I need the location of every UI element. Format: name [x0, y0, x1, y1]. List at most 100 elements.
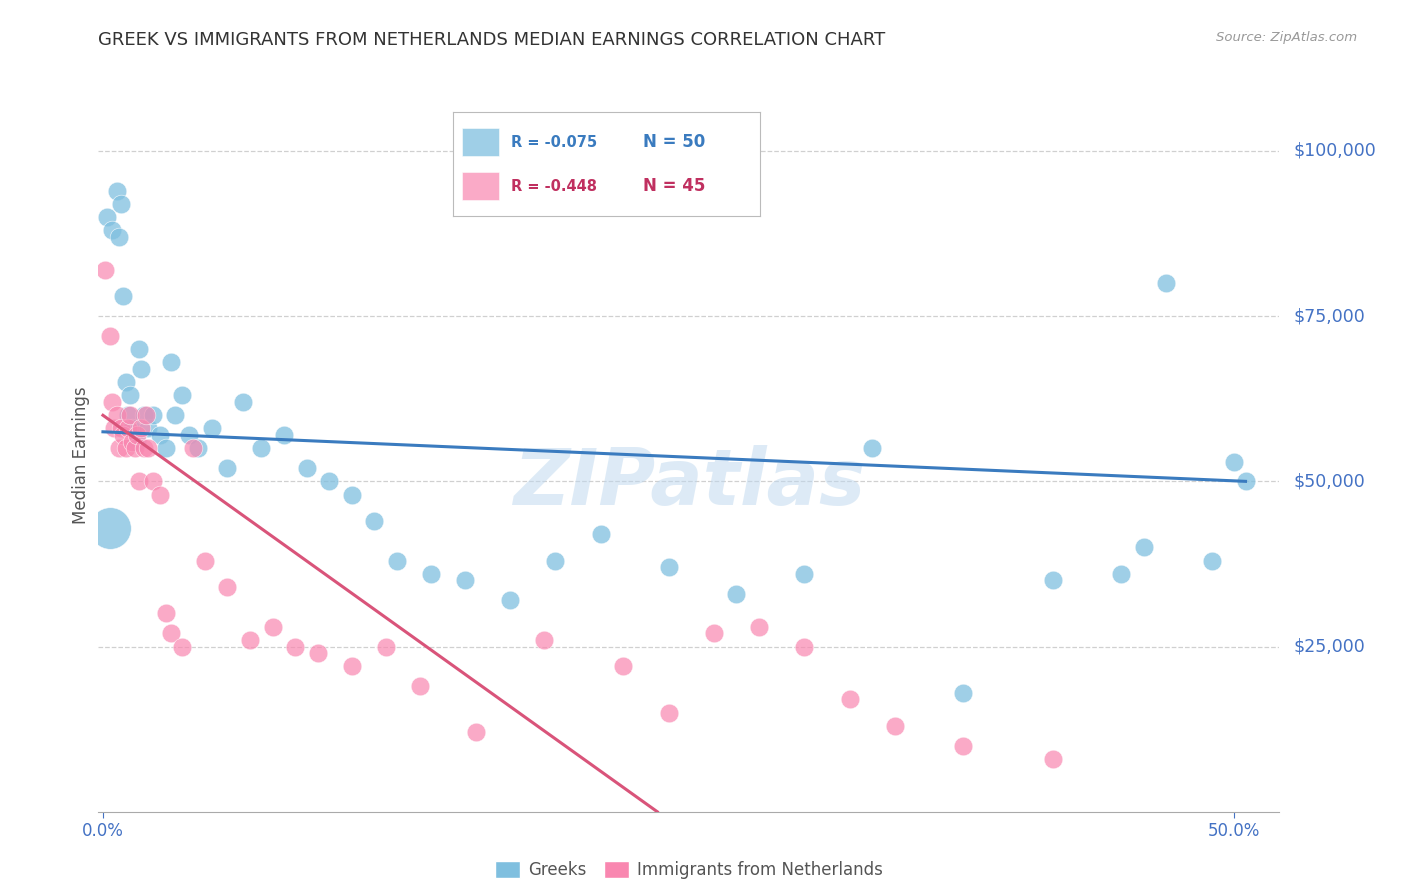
Point [1234, 475, 1257, 489]
Point [1042, 752, 1064, 766]
Point [117, 421, 139, 435]
Point [120, 388, 142, 402]
Point [838, 692, 860, 706]
Point [132, 442, 155, 456]
Point [121, 421, 143, 435]
Point [112, 428, 135, 442]
Point [250, 442, 273, 456]
Point [136, 421, 159, 435]
Point [148, 428, 170, 442]
Point [107, 230, 129, 244]
Point [284, 640, 307, 654]
Text: $50,000: $50,000 [1294, 473, 1365, 491]
Point [172, 640, 194, 654]
Point [658, 706, 681, 720]
Point [107, 442, 129, 456]
Point [340, 487, 363, 501]
Point [110, 197, 132, 211]
Point [136, 442, 159, 456]
Point [159, 626, 181, 640]
Text: $75,000: $75,000 [1294, 307, 1365, 326]
Point [217, 461, 239, 475]
Point [131, 362, 153, 376]
Point [612, 659, 634, 673]
Point [232, 395, 254, 409]
Point [385, 554, 408, 568]
Point [114, 376, 136, 390]
Text: ZIPatlas: ZIPatlas [513, 445, 865, 522]
Point [1201, 554, 1223, 568]
Point [177, 428, 200, 442]
Text: GREEK VS IMMIGRANTS FROM NETHERLANDS MEDIAN EARNINGS CORRELATION CHART: GREEK VS IMMIGRANTS FROM NETHERLANDS MED… [98, 31, 886, 49]
Point [101, 395, 124, 409]
Point [1156, 276, 1178, 290]
Point [658, 560, 681, 574]
Point [217, 580, 239, 594]
Point [363, 514, 385, 528]
Point [142, 475, 165, 489]
Point [155, 607, 177, 621]
Point [114, 442, 136, 456]
Point [132, 409, 155, 423]
Point [98, 520, 121, 534]
Point [125, 428, 148, 442]
Point [295, 461, 318, 475]
Point [105, 409, 128, 423]
Point [793, 566, 815, 581]
Point [273, 428, 295, 442]
Legend: Greeks, Immigrants from Netherlands: Greeks, Immigrants from Netherlands [488, 854, 890, 886]
Point [1109, 566, 1132, 581]
Point [135, 409, 157, 423]
Point [499, 593, 522, 607]
Point [101, 223, 124, 237]
Point [409, 679, 432, 693]
Point [1042, 574, 1064, 588]
Point [544, 554, 567, 568]
Point [793, 640, 815, 654]
Y-axis label: Median Earnings: Median Earnings [72, 386, 90, 524]
Point [103, 421, 125, 435]
Point [420, 566, 443, 581]
Point [1132, 541, 1154, 555]
Point [98, 329, 121, 343]
Point [120, 409, 142, 423]
Point [142, 409, 165, 423]
Point [159, 355, 181, 369]
Point [124, 442, 146, 456]
Point [155, 442, 177, 456]
Point [725, 587, 748, 601]
Point [883, 719, 905, 733]
Text: $100,000: $100,000 [1294, 142, 1376, 160]
Point [194, 554, 217, 568]
Point [200, 421, 222, 435]
Point [533, 632, 555, 647]
Point [465, 725, 488, 739]
Point [117, 409, 139, 423]
Point [952, 739, 974, 753]
Point [121, 434, 143, 449]
Point [110, 421, 132, 435]
Point [340, 659, 363, 673]
Point [748, 620, 770, 634]
Point [112, 289, 135, 303]
Point [860, 442, 883, 456]
Point [96, 210, 118, 224]
Point [131, 421, 153, 435]
Point [1223, 454, 1246, 468]
Point [239, 632, 262, 647]
Point [703, 626, 725, 640]
Point [105, 184, 128, 198]
Point [165, 409, 187, 423]
Point [454, 574, 477, 588]
Point [262, 620, 284, 634]
Point [128, 475, 150, 489]
Point [128, 342, 150, 356]
Point [183, 442, 205, 456]
Point [374, 640, 396, 654]
Point [172, 388, 194, 402]
Point [187, 442, 209, 456]
Text: $25,000: $25,000 [1294, 638, 1365, 656]
Point [307, 646, 329, 660]
Point [952, 686, 974, 700]
Point [125, 434, 148, 449]
